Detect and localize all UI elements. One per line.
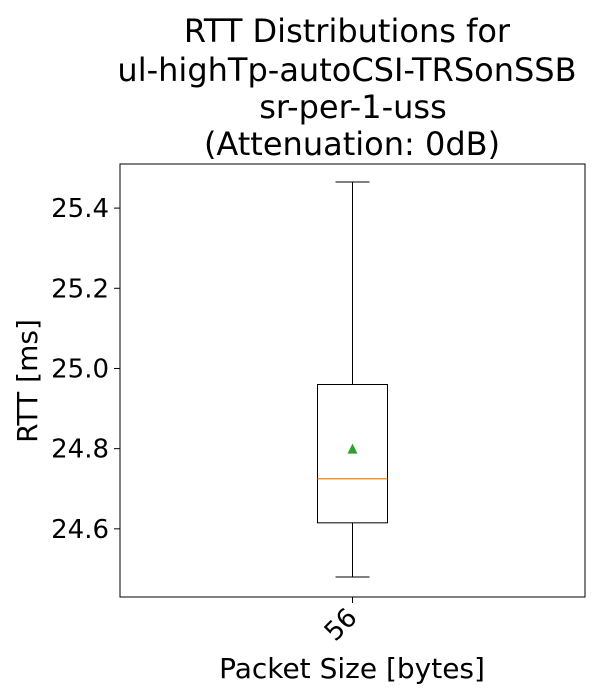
chart-title-line-3: sr-per-1-uss	[259, 88, 447, 126]
y-tick-label: 25.4	[51, 194, 109, 224]
y-tick-label: 24.8	[51, 435, 109, 465]
box-56	[317, 181, 388, 578]
chart-title-line-2: ul-highTp-autoCSI-TRSonSSB	[117, 51, 576, 89]
x-tick-label: 56	[319, 603, 364, 648]
interquartile-box	[317, 384, 388, 524]
y-tick-label: 25.0	[51, 354, 109, 384]
y-tick-label: 25.2	[51, 274, 109, 304]
y-axis-ticks: 24.6 24.8 25.0 25.2 25.4	[51, 194, 120, 545]
y-tick-label: 24.6	[51, 515, 109, 545]
chart-title-line-1: RTT Distributions for	[184, 12, 511, 50]
mean-marker	[347, 443, 358, 454]
x-axis-label: Packet Size [bytes]	[219, 652, 485, 685]
chart-title-line-4: (Attenuation: 0dB)	[204, 125, 500, 163]
box-series	[317, 181, 388, 578]
y-axis-label: RTT [ms]	[11, 319, 44, 443]
x-axis-ticks: 56	[319, 597, 364, 648]
chart-title: RTT Distributions for ul-highTp-autoCSI-…	[117, 12, 576, 163]
